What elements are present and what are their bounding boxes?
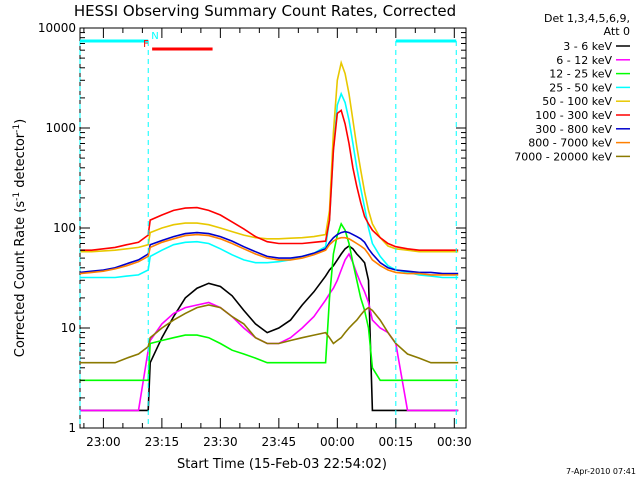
legend-label: 6 - 12 keV [556, 54, 612, 67]
y-tick-label: 100 [53, 221, 76, 235]
legend-label: 300 - 800 keV [535, 123, 612, 136]
flags-layer: NF [79, 31, 457, 428]
plot-frame [79, 27, 467, 429]
y-axis-label-sup1: -1 [12, 192, 22, 201]
y-tick-label: 1000 [45, 121, 76, 135]
legend-label: 12 - 25 keV [549, 68, 612, 81]
legend-label: 50 - 100 keV [542, 95, 612, 108]
y-tick-label: 1 [68, 421, 76, 435]
y-tick-label: 10 [61, 321, 76, 335]
x-tick-label: 00:15 [379, 435, 414, 449]
legend-label: 100 - 300 keV [535, 109, 612, 122]
chart-title: HESSI Observing Summary Count Rates, Cor… [74, 2, 456, 20]
series-line-100-300-keV [80, 109, 459, 251]
series-line-800-7000-keV [79, 233, 459, 276]
y-axis-label-sup2: -1 [12, 124, 22, 133]
legend-label: 800 - 7000 keV [528, 137, 612, 150]
ticks-layer: 1 10 100 1000 10000 23:00 23:15 23:30 23:45 00:00… [38, 21, 472, 449]
flag-label-F: F [143, 39, 149, 50]
series-line-300-800-keV [79, 230, 459, 275]
x-tick-label: 23:45 [262, 435, 297, 449]
series-layer [79, 59, 459, 412]
legend-header-line-1: Det 1,3,4,5,6,9, [544, 12, 630, 25]
series-line-25-50-keV [80, 91, 459, 279]
legend-label: 25 - 50 keV [549, 81, 612, 94]
flag-label-N: N [151, 31, 158, 42]
x-tick-label: 00:00 [320, 435, 355, 449]
legend-header-line-2: Att 0 [604, 25, 630, 38]
y-axis-label-end: ) [13, 119, 28, 124]
series-line-50-100-keV [80, 59, 459, 253]
legend-label: 3 - 6 keV [563, 40, 612, 53]
x-tick-label: 23:15 [145, 435, 180, 449]
x-tick-label: 23:00 [86, 435, 121, 449]
y-axis-label-main: Corrected Count Rate (s [13, 201, 28, 358]
series-line-3-6-keV [80, 245, 459, 412]
x-tick-label: 23:30 [203, 435, 238, 449]
series-line-7000-20000-keV [80, 304, 459, 364]
footer-date: 7-Apr-2010 07:41 [566, 467, 636, 476]
legend-label: 7000 - 20000 keV [514, 150, 612, 163]
y-axis-label: Corrected Count Rate (s-1 detector-1) [12, 119, 28, 357]
x-axis-label: Start Time (15-Feb-03 22:54:02) [177, 457, 387, 472]
x-tick-label: 00:30 [437, 435, 472, 449]
y-tick-label: 10000 [38, 21, 76, 35]
series-line-12-25-keV [80, 222, 459, 382]
y-axis-label-mid: detector [13, 132, 28, 192]
